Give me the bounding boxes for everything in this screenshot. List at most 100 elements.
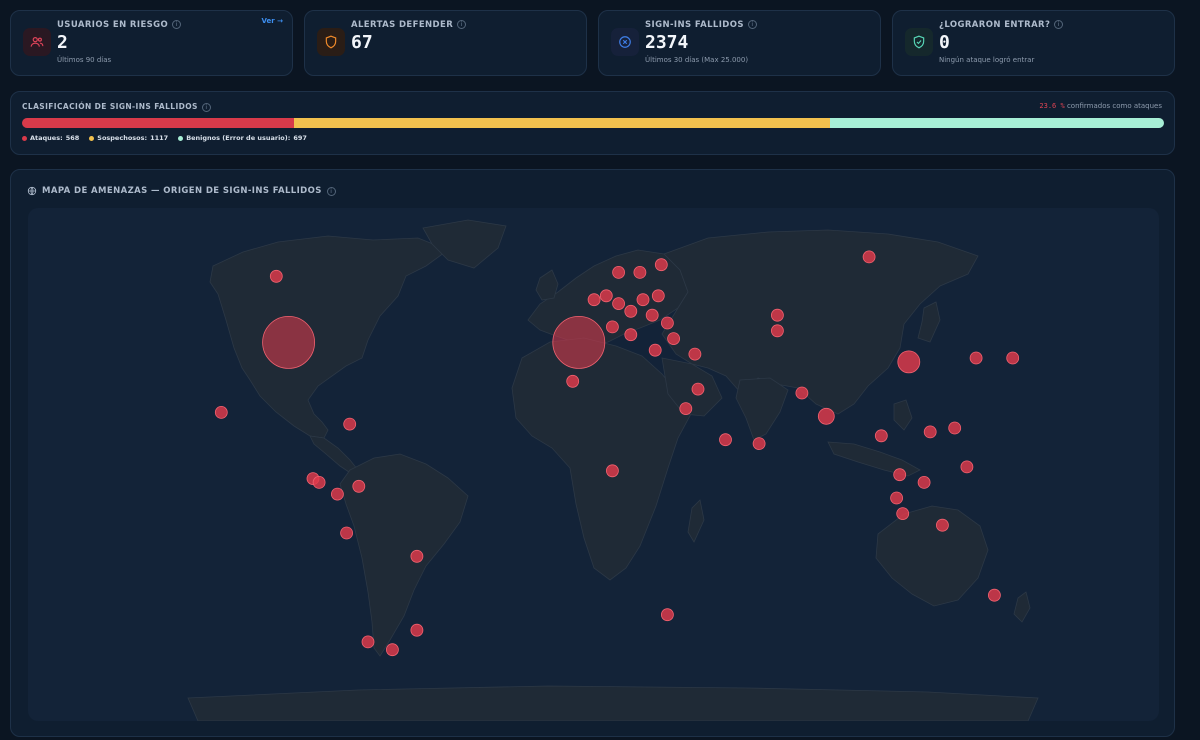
threat-hotspot[interactable] — [385, 643, 399, 657]
threat-hotspot[interactable] — [654, 258, 668, 272]
kpi-title: ALERTAS DEFENDER i — [351, 20, 467, 30]
continent-greenland — [422, 219, 507, 269]
threat-hotspot[interactable] — [948, 421, 962, 435]
continent-asia — [661, 229, 979, 415]
threat-hotspot[interactable] — [923, 425, 937, 439]
threat-hotspot[interactable] — [361, 635, 375, 649]
threat-hotspot[interactable] — [648, 343, 662, 357]
threat-hotspot[interactable] — [988, 588, 1001, 602]
threat-hotspot[interactable] — [606, 320, 619, 334]
threat-hotspot[interactable] — [566, 374, 580, 388]
kpi-value: 2374 — [645, 32, 689, 53]
hotspot-layer — [214, 250, 1020, 657]
threat-hotspot[interactable] — [960, 460, 974, 474]
classification-title: CLASIFICACIÓN DE SIGN-INS FALLIDOS i — [22, 102, 211, 112]
continent-new-zealand — [1013, 591, 1031, 623]
threat-hotspot[interactable] — [330, 487, 344, 501]
threat-map-title: MAPA DE AMENAZAS — ORIGEN DE SIGN-INS FA… — [27, 186, 336, 196]
info-icon[interactable]: i — [201, 102, 211, 112]
threat-hotspot[interactable] — [552, 315, 606, 369]
bar-segment-sospechosos[interactable] — [294, 118, 830, 128]
kpi-card-alertas-defender: ALERTAS DEFENDER i 67 — [304, 10, 587, 76]
kpi-title: USUARIOS EN RIESGO i — [57, 20, 182, 30]
threat-hotspot[interactable] — [719, 433, 732, 447]
threat-hotspot[interactable] — [661, 316, 674, 330]
kpi-card-signins-fallidos: SIGN-INS FALLIDOS i 2374 Últimos 30 días … — [598, 10, 881, 76]
threat-hotspot[interactable] — [624, 328, 638, 342]
kpi-value: 0 — [939, 32, 950, 53]
threat-hotspot[interactable] — [606, 464, 619, 478]
continent-australia — [875, 505, 989, 607]
threat-hotspot[interactable] — [691, 382, 705, 396]
threat-hotspot[interactable] — [1006, 351, 1020, 365]
legend-dot — [22, 135, 27, 141]
threat-hotspot[interactable] — [890, 491, 903, 505]
kpi-title: SIGN-INS FALLIDOS i — [645, 20, 757, 30]
threat-hotspot[interactable] — [410, 623, 424, 637]
threat-hotspot[interactable] — [587, 293, 601, 307]
threat-hotspot[interactable] — [679, 402, 693, 416]
classification-bar — [22, 118, 1164, 128]
threat-hotspot[interactable] — [752, 437, 766, 451]
threat-hotspot[interactable] — [661, 608, 674, 622]
threat-map-card: MAPA DE AMENAZAS — ORIGEN DE SIGN-INS FA… — [10, 169, 1175, 737]
threat-hotspot[interactable] — [645, 308, 659, 322]
shield-check-icon — [905, 28, 933, 56]
info-icon[interactable]: i — [172, 20, 182, 29]
classification-legend: Ataques: 568 Sospechosos: 1117 Benignos … — [22, 134, 307, 142]
threat-hotspot[interactable] — [896, 507, 910, 521]
threat-hotspot[interactable] — [352, 479, 366, 493]
continent-india — [735, 377, 789, 441]
threat-hotspot[interactable] — [599, 289, 613, 303]
kpi-subtitle: Últimos 30 días (Max 25.000) — [645, 56, 749, 64]
kpi-subtitle: Ningún ataque logró entrar — [939, 56, 1035, 64]
threat-hotspot[interactable] — [340, 526, 354, 540]
threat-hotspot[interactable] — [612, 297, 625, 310]
legend-item-sospechosos: Sospechosos: 1117 — [89, 134, 168, 142]
threat-hotspot[interactable] — [893, 468, 907, 482]
threat-hotspot[interactable] — [771, 324, 784, 338]
continent-antarctica — [187, 685, 1039, 721]
bar-segment-benignos[interactable] — [829, 118, 1164, 128]
kpi-card-usuarios-riesgo: USUARIOS EN RIESGO i 2 Últimos 90 días Ve… — [10, 10, 293, 76]
threat-hotspot[interactable] — [917, 475, 931, 489]
threat-hotspot[interactable] — [897, 350, 921, 374]
classification-card: CLASIFICACIÓN DE SIGN-INS FALLIDOS i 23.6… — [10, 91, 1175, 155]
threat-hotspot[interactable] — [862, 250, 876, 264]
threat-hotspot[interactable] — [667, 332, 680, 346]
x-circle-icon — [611, 28, 639, 56]
threat-hotspot[interactable] — [688, 347, 702, 361]
threat-hotspot[interactable] — [817, 407, 835, 425]
bar-segment-ataques[interactable] — [22, 118, 295, 128]
users-icon — [23, 28, 51, 56]
threat-hotspot[interactable] — [612, 266, 625, 279]
threat-hotspot[interactable] — [771, 308, 784, 322]
threat-hotspot[interactable] — [269, 269, 283, 283]
info-icon[interactable]: i — [747, 20, 757, 29]
threat-hotspot[interactable] — [624, 304, 638, 318]
shield-icon — [317, 28, 345, 56]
info-icon[interactable]: i — [326, 186, 336, 196]
kpi-value: 2 — [57, 32, 68, 53]
threat-hotspot[interactable] — [969, 351, 983, 365]
threat-hotspot[interactable] — [410, 549, 424, 563]
continent-south-america — [339, 453, 469, 657]
threat-hotspot[interactable] — [214, 405, 228, 419]
world-map[interactable] — [28, 208, 1159, 721]
threat-hotspot[interactable] — [651, 289, 665, 303]
continent-indonesia — [827, 441, 921, 477]
threat-hotspot[interactable] — [636, 293, 650, 307]
threat-hotspot[interactable] — [795, 386, 809, 400]
threat-hotspot[interactable] — [936, 518, 949, 532]
continent-central-america — [309, 435, 359, 475]
threat-hotspot[interactable] — [312, 475, 326, 489]
threat-hotspot[interactable] — [262, 315, 316, 369]
info-icon[interactable]: i — [1054, 20, 1064, 29]
continent-north-america — [209, 235, 449, 439]
threat-hotspot[interactable] — [874, 429, 888, 443]
kpi-title: ¿LOGRARON ENTRAR? i — [939, 20, 1064, 30]
info-icon[interactable]: i — [457, 20, 467, 29]
threat-hotspot[interactable] — [343, 417, 357, 431]
threat-hotspot[interactable] — [633, 266, 647, 279]
ver-link[interactable]: Ver → — [261, 17, 283, 25]
